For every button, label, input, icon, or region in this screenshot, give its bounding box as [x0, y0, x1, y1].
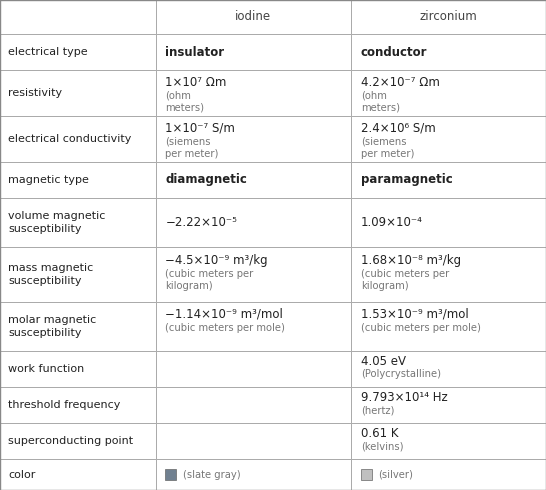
Text: molar magnetic
susceptibility: molar magnetic susceptibility	[8, 315, 97, 338]
Bar	[351, 198, 546, 247]
Text: 1.09×10⁻⁴: 1.09×10⁻⁴	[360, 216, 423, 229]
Text: diamagnetic: diamagnetic	[165, 173, 247, 187]
Text: color: color	[8, 469, 35, 480]
Text: 0.61 K: 0.61 K	[360, 427, 398, 441]
Bar	[165, 469, 176, 480]
Text: 4.2×10⁻⁷ Ωm: 4.2×10⁻⁷ Ωm	[360, 75, 440, 89]
Bar	[0, 351, 156, 387]
Text: (hertz): (hertz)	[360, 405, 394, 416]
Text: magnetic type: magnetic type	[8, 175, 89, 185]
Bar	[156, 459, 351, 490]
Text: 1×10⁻⁷ S/m: 1×10⁻⁷ S/m	[165, 122, 235, 135]
Bar	[351, 116, 546, 162]
Text: 1.68×10⁻⁸ m³/kg: 1.68×10⁻⁸ m³/kg	[360, 254, 461, 267]
Bar	[0, 162, 156, 198]
Bar	[0, 0, 156, 34]
Bar	[156, 198, 351, 247]
Text: 2.4×10⁶ S/m: 2.4×10⁶ S/m	[360, 122, 435, 135]
Bar	[0, 247, 156, 302]
Text: insulator: insulator	[165, 46, 224, 58]
Bar	[0, 198, 156, 247]
Text: superconducting point: superconducting point	[8, 436, 133, 446]
Text: threshold frequency: threshold frequency	[8, 400, 121, 410]
Text: −4.5×10⁻⁹ m³/kg: −4.5×10⁻⁹ m³/kg	[165, 254, 268, 267]
Text: (Polycrystalline): (Polycrystalline)	[360, 369, 441, 379]
Bar	[351, 34, 546, 70]
Bar	[0, 116, 156, 162]
Text: mass magnetic
susceptibility: mass magnetic susceptibility	[8, 263, 93, 286]
Bar	[351, 302, 546, 351]
Text: electrical type: electrical type	[8, 47, 88, 57]
Bar	[351, 387, 546, 423]
Text: (slate gray): (slate gray)	[183, 469, 241, 480]
Bar	[156, 162, 351, 198]
Text: work function: work function	[8, 364, 85, 374]
Bar	[156, 302, 351, 351]
Bar	[0, 302, 156, 351]
Text: paramagnetic: paramagnetic	[360, 173, 453, 187]
Bar	[351, 423, 546, 459]
Text: (kelvins): (kelvins)	[360, 441, 403, 451]
Bar	[0, 70, 156, 116]
Bar	[351, 0, 546, 34]
Bar	[156, 423, 351, 459]
Bar	[0, 34, 156, 70]
Text: (cubic meters per
kilogram): (cubic meters per kilogram)	[165, 269, 254, 291]
Bar	[156, 247, 351, 302]
Bar	[0, 387, 156, 423]
Text: electrical conductivity: electrical conductivity	[8, 134, 132, 144]
Bar	[156, 34, 351, 70]
Text: (siemens
per meter): (siemens per meter)	[360, 136, 414, 159]
Text: −1.14×10⁻⁹ m³/mol: −1.14×10⁻⁹ m³/mol	[165, 308, 283, 321]
Text: zirconium: zirconium	[419, 10, 477, 24]
Text: 4.05 eV: 4.05 eV	[360, 355, 406, 368]
Bar	[360, 469, 371, 480]
Text: resistivity: resistivity	[8, 88, 62, 98]
Bar	[351, 459, 546, 490]
Bar	[156, 70, 351, 116]
Text: −2.22×10⁻⁵: −2.22×10⁻⁵	[165, 216, 238, 229]
Bar	[156, 0, 351, 34]
Bar	[156, 351, 351, 387]
Text: (silver): (silver)	[378, 469, 413, 480]
Text: (ohm
meters): (ohm meters)	[165, 90, 204, 113]
Text: conductor: conductor	[360, 46, 427, 58]
Bar	[156, 116, 351, 162]
Text: (cubic meters per mole): (cubic meters per mole)	[360, 323, 480, 333]
Bar	[351, 162, 546, 198]
Text: (siemens
per meter): (siemens per meter)	[165, 136, 219, 159]
Text: iodine: iodine	[235, 10, 271, 24]
Text: 1×10⁷ Ωm: 1×10⁷ Ωm	[165, 75, 227, 89]
Text: volume magnetic
susceptibility: volume magnetic susceptibility	[8, 211, 105, 234]
Text: (cubic meters per mole): (cubic meters per mole)	[165, 323, 286, 333]
Bar	[351, 247, 546, 302]
Text: 1.53×10⁻⁹ m³/mol: 1.53×10⁻⁹ m³/mol	[360, 308, 468, 321]
Text: (cubic meters per
kilogram): (cubic meters per kilogram)	[360, 269, 449, 291]
Bar	[351, 351, 546, 387]
Text: 9.793×10¹⁴ Hz: 9.793×10¹⁴ Hz	[360, 392, 447, 404]
Bar	[0, 423, 156, 459]
Text: (ohm
meters): (ohm meters)	[360, 90, 400, 113]
Bar	[351, 70, 546, 116]
Bar	[0, 459, 156, 490]
Bar	[156, 387, 351, 423]
